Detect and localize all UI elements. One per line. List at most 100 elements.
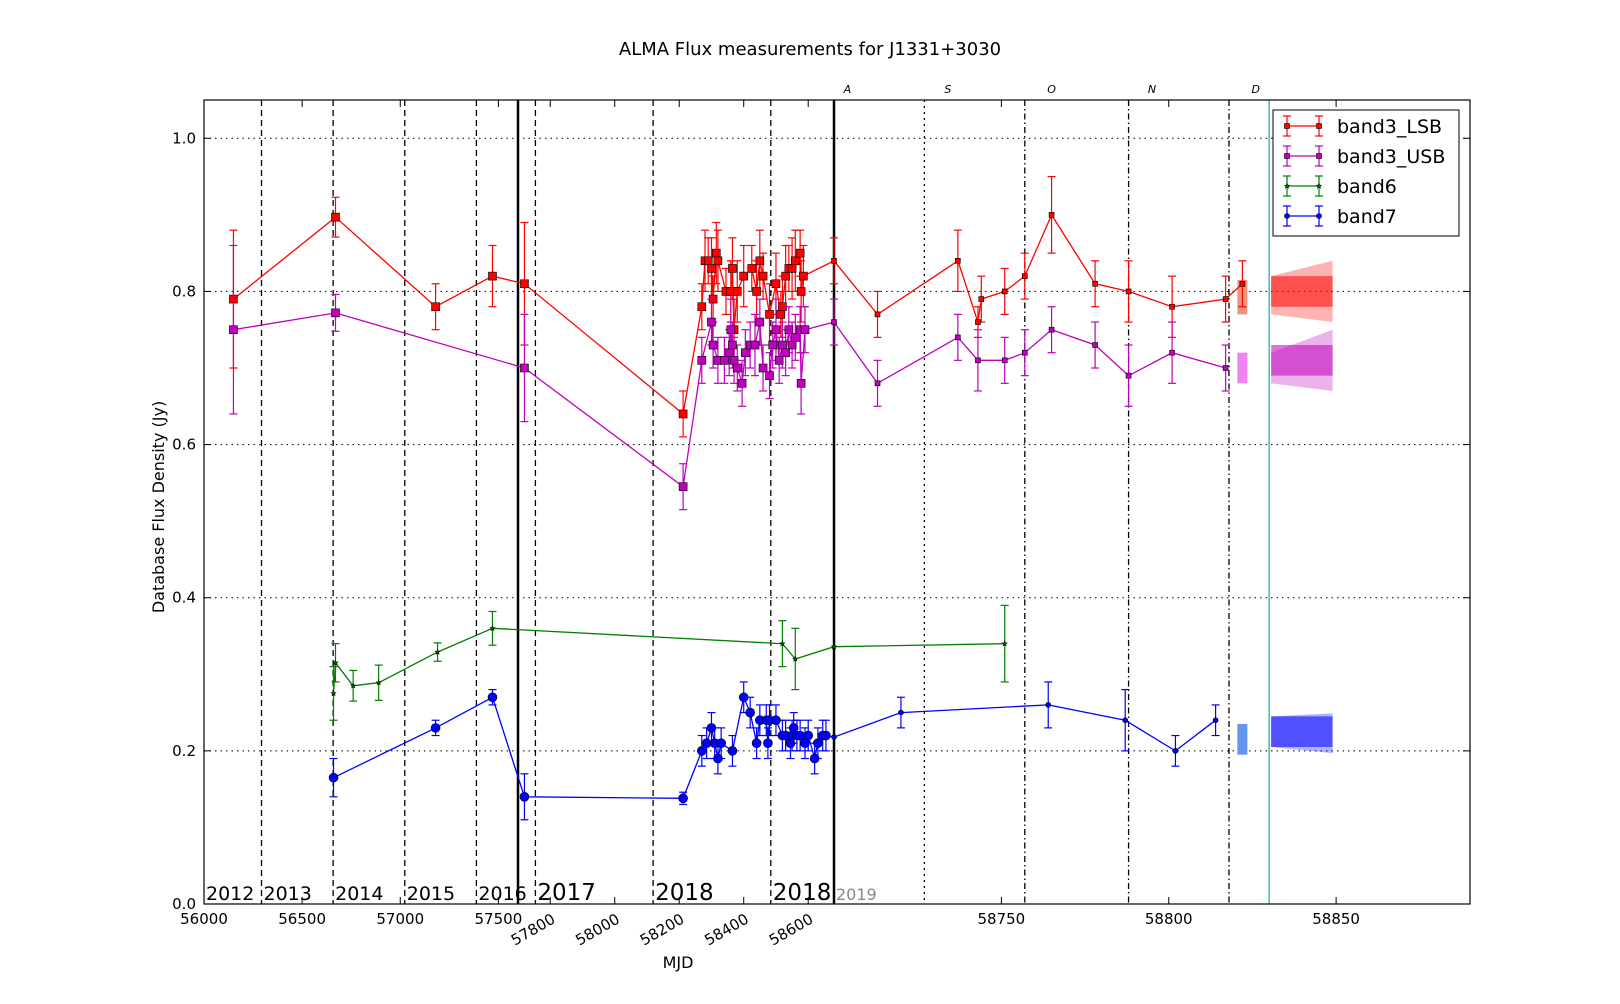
year-label: 2013 (264, 883, 312, 905)
month-label: A (843, 83, 852, 96)
data-point (434, 648, 441, 655)
data-point (720, 356, 729, 365)
data-point (800, 325, 810, 335)
data-point (708, 340, 718, 350)
data-point (716, 738, 726, 749)
data-point (975, 319, 981, 325)
data-point (1048, 326, 1055, 333)
data-point (771, 715, 781, 726)
data-point (751, 738, 762, 749)
legend-box (1272, 109, 1460, 237)
y-tick-label: 0.0 (172, 895, 196, 913)
legend-marker (1284, 213, 1290, 219)
data-point (732, 363, 742, 373)
data-point (1001, 640, 1008, 647)
data-point (732, 287, 742, 296)
data-point (519, 791, 530, 802)
data-point (729, 356, 739, 365)
data-point (784, 325, 794, 335)
data-point (738, 692, 749, 703)
data-point (955, 334, 961, 341)
prediction-inner-band (1271, 716, 1333, 748)
legend-marker (1316, 123, 1322, 129)
data-point (727, 746, 738, 756)
recent-range-bar (1237, 724, 1248, 755)
year-label: 2012 (206, 883, 254, 905)
x-tick-label: 57000 (376, 910, 424, 928)
data-point (799, 271, 808, 281)
data-point (737, 379, 747, 388)
data-point (758, 271, 768, 281)
data-point (831, 734, 837, 740)
data-point (1021, 349, 1028, 356)
plot-area: 0.0 0.2 0.4 0.6 0.8 1.0 2012 2013 2014 2015 2016 20… (172, 83, 1471, 949)
data-point (697, 356, 707, 365)
data-point (791, 333, 800, 342)
data-point (430, 723, 441, 733)
x-tick-label: 58000 (572, 910, 622, 949)
y-axis-label: Database Flux Density (Jy) (149, 401, 168, 613)
year-label: 2016 (478, 883, 526, 905)
data-point (726, 325, 736, 335)
data-point (724, 348, 734, 357)
plot-frame (203, 99, 1471, 905)
x-tick-label: 56000 (180, 910, 228, 928)
data-point (763, 738, 773, 749)
data-point (703, 256, 713, 266)
y-tick-label: 0.8 (172, 282, 196, 300)
data-point (741, 348, 750, 357)
data-point (747, 264, 757, 273)
data-point (874, 380, 881, 387)
data-point (706, 723, 717, 733)
data-point (787, 264, 797, 273)
year-label: 2017 (537, 880, 596, 906)
data-point (331, 212, 340, 222)
data-point (750, 340, 760, 350)
data-point (1222, 365, 1229, 371)
data-point (229, 325, 238, 335)
data-point (758, 363, 768, 373)
data-point (1212, 717, 1219, 724)
data-point (781, 271, 790, 281)
data-point (771, 325, 781, 335)
x-tick-label: 58800 (1145, 910, 1193, 928)
year-label: 2018 (655, 880, 714, 906)
data-point (745, 707, 755, 718)
data-point (713, 753, 723, 764)
data-point (795, 248, 805, 258)
legend-label: band7 (1337, 206, 1397, 228)
data-point (488, 271, 497, 281)
data-point (1172, 748, 1179, 754)
data-point (728, 340, 737, 350)
data-point (765, 371, 774, 380)
data-point (1122, 717, 1129, 724)
data-point (328, 772, 339, 783)
recent-range-bar (1237, 352, 1248, 384)
data-point (755, 317, 765, 327)
data-point (755, 256, 765, 266)
data-point (1125, 288, 1132, 295)
prediction-inner-band (1271, 276, 1333, 307)
data-point (1048, 212, 1055, 218)
data-point (375, 679, 382, 686)
data-point (1045, 702, 1052, 708)
data-point (330, 690, 337, 697)
series-line (332, 627, 1005, 694)
data-point (489, 625, 496, 632)
x-tick-label: 58200 (637, 910, 687, 949)
legend-marker (1284, 123, 1290, 129)
x-tick-label: 58750 (978, 910, 1026, 928)
data-point (332, 659, 339, 666)
data-point (520, 363, 529, 373)
data-point (978, 296, 985, 302)
data-point (765, 310, 774, 319)
data-point (696, 746, 707, 756)
data-point (821, 730, 831, 741)
data-point (774, 356, 784, 365)
month-label: S (944, 83, 951, 96)
data-point (487, 692, 498, 703)
legend-marker (1316, 153, 1322, 159)
data-point (752, 287, 761, 296)
